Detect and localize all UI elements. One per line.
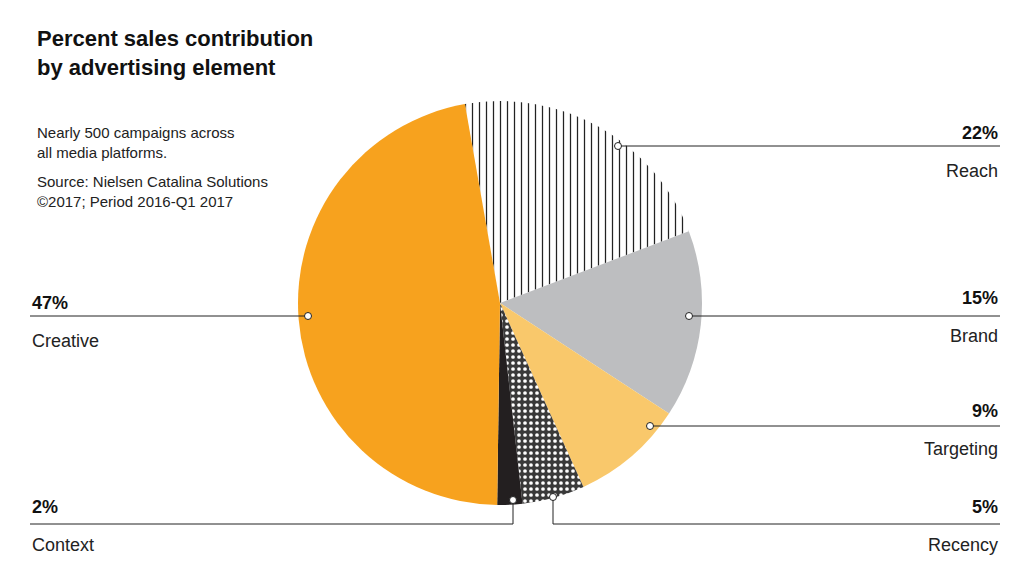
svg-text:9%: 9% (972, 401, 998, 421)
svg-text:Nearly 500 campaigns acrossall: Nearly 500 campaigns acrossall media pla… (37, 124, 235, 161)
svg-text:Recency: Recency (928, 535, 998, 555)
svg-text:Source: Nielsen Catalina Solut: Source: Nielsen Catalina Solutions©2017;… (37, 173, 268, 210)
svg-text:22%: 22% (962, 123, 998, 143)
svg-text:Context: Context (32, 535, 94, 555)
svg-text:Brand: Brand (950, 326, 998, 346)
svg-text:Targeting: Targeting (924, 439, 998, 459)
svg-text:15%: 15% (962, 288, 998, 308)
svg-text:47%: 47% (32, 293, 68, 313)
svg-text:5%: 5% (972, 497, 998, 517)
svg-text:Creative: Creative (32, 331, 99, 351)
svg-text:Percent sales contributionby a: Percent sales contributionby advertising… (37, 26, 313, 80)
svg-text:2%: 2% (32, 497, 58, 517)
svg-text:Reach: Reach (946, 161, 998, 181)
